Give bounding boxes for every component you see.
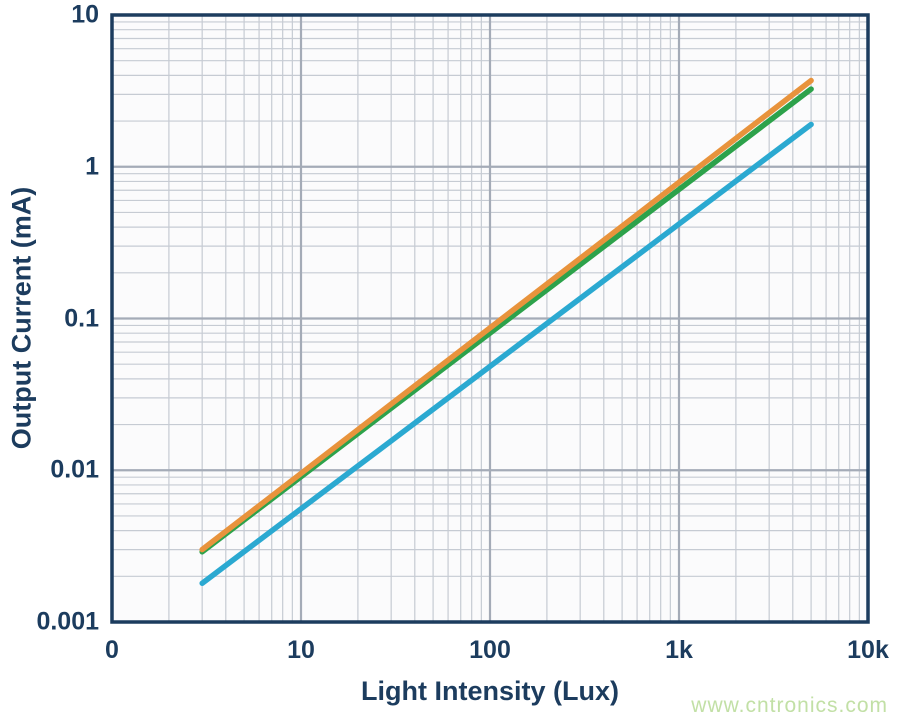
- y-tick-label-10: 10: [71, 0, 99, 29]
- blue-line: [199, 121, 814, 587]
- watermark-text: www.cntronics.com: [691, 694, 888, 717]
- y-tick-label-0.1: 0.1: [64, 304, 99, 332]
- orange-line: [199, 77, 814, 553]
- y-tick-label-1: 1: [85, 152, 99, 181]
- y-tick-label-0.01: 0.01: [50, 455, 99, 484]
- x-tick-label-1k: 1k: [665, 636, 693, 664]
- x-axis-title: Light Intensity (Lux): [361, 676, 619, 706]
- y-axis-title: Output Current (mA): [6, 186, 37, 450]
- x-tick-label-10k: 10k: [847, 636, 889, 664]
- y-tick-label-0.001: 0.001: [36, 607, 99, 636]
- plot-border: [110, 13, 870, 624]
- x-tick-label-0: 0: [105, 636, 119, 664]
- x-tick-label-100: 100: [469, 636, 511, 664]
- x-tick-label-10: 10: [287, 636, 315, 664]
